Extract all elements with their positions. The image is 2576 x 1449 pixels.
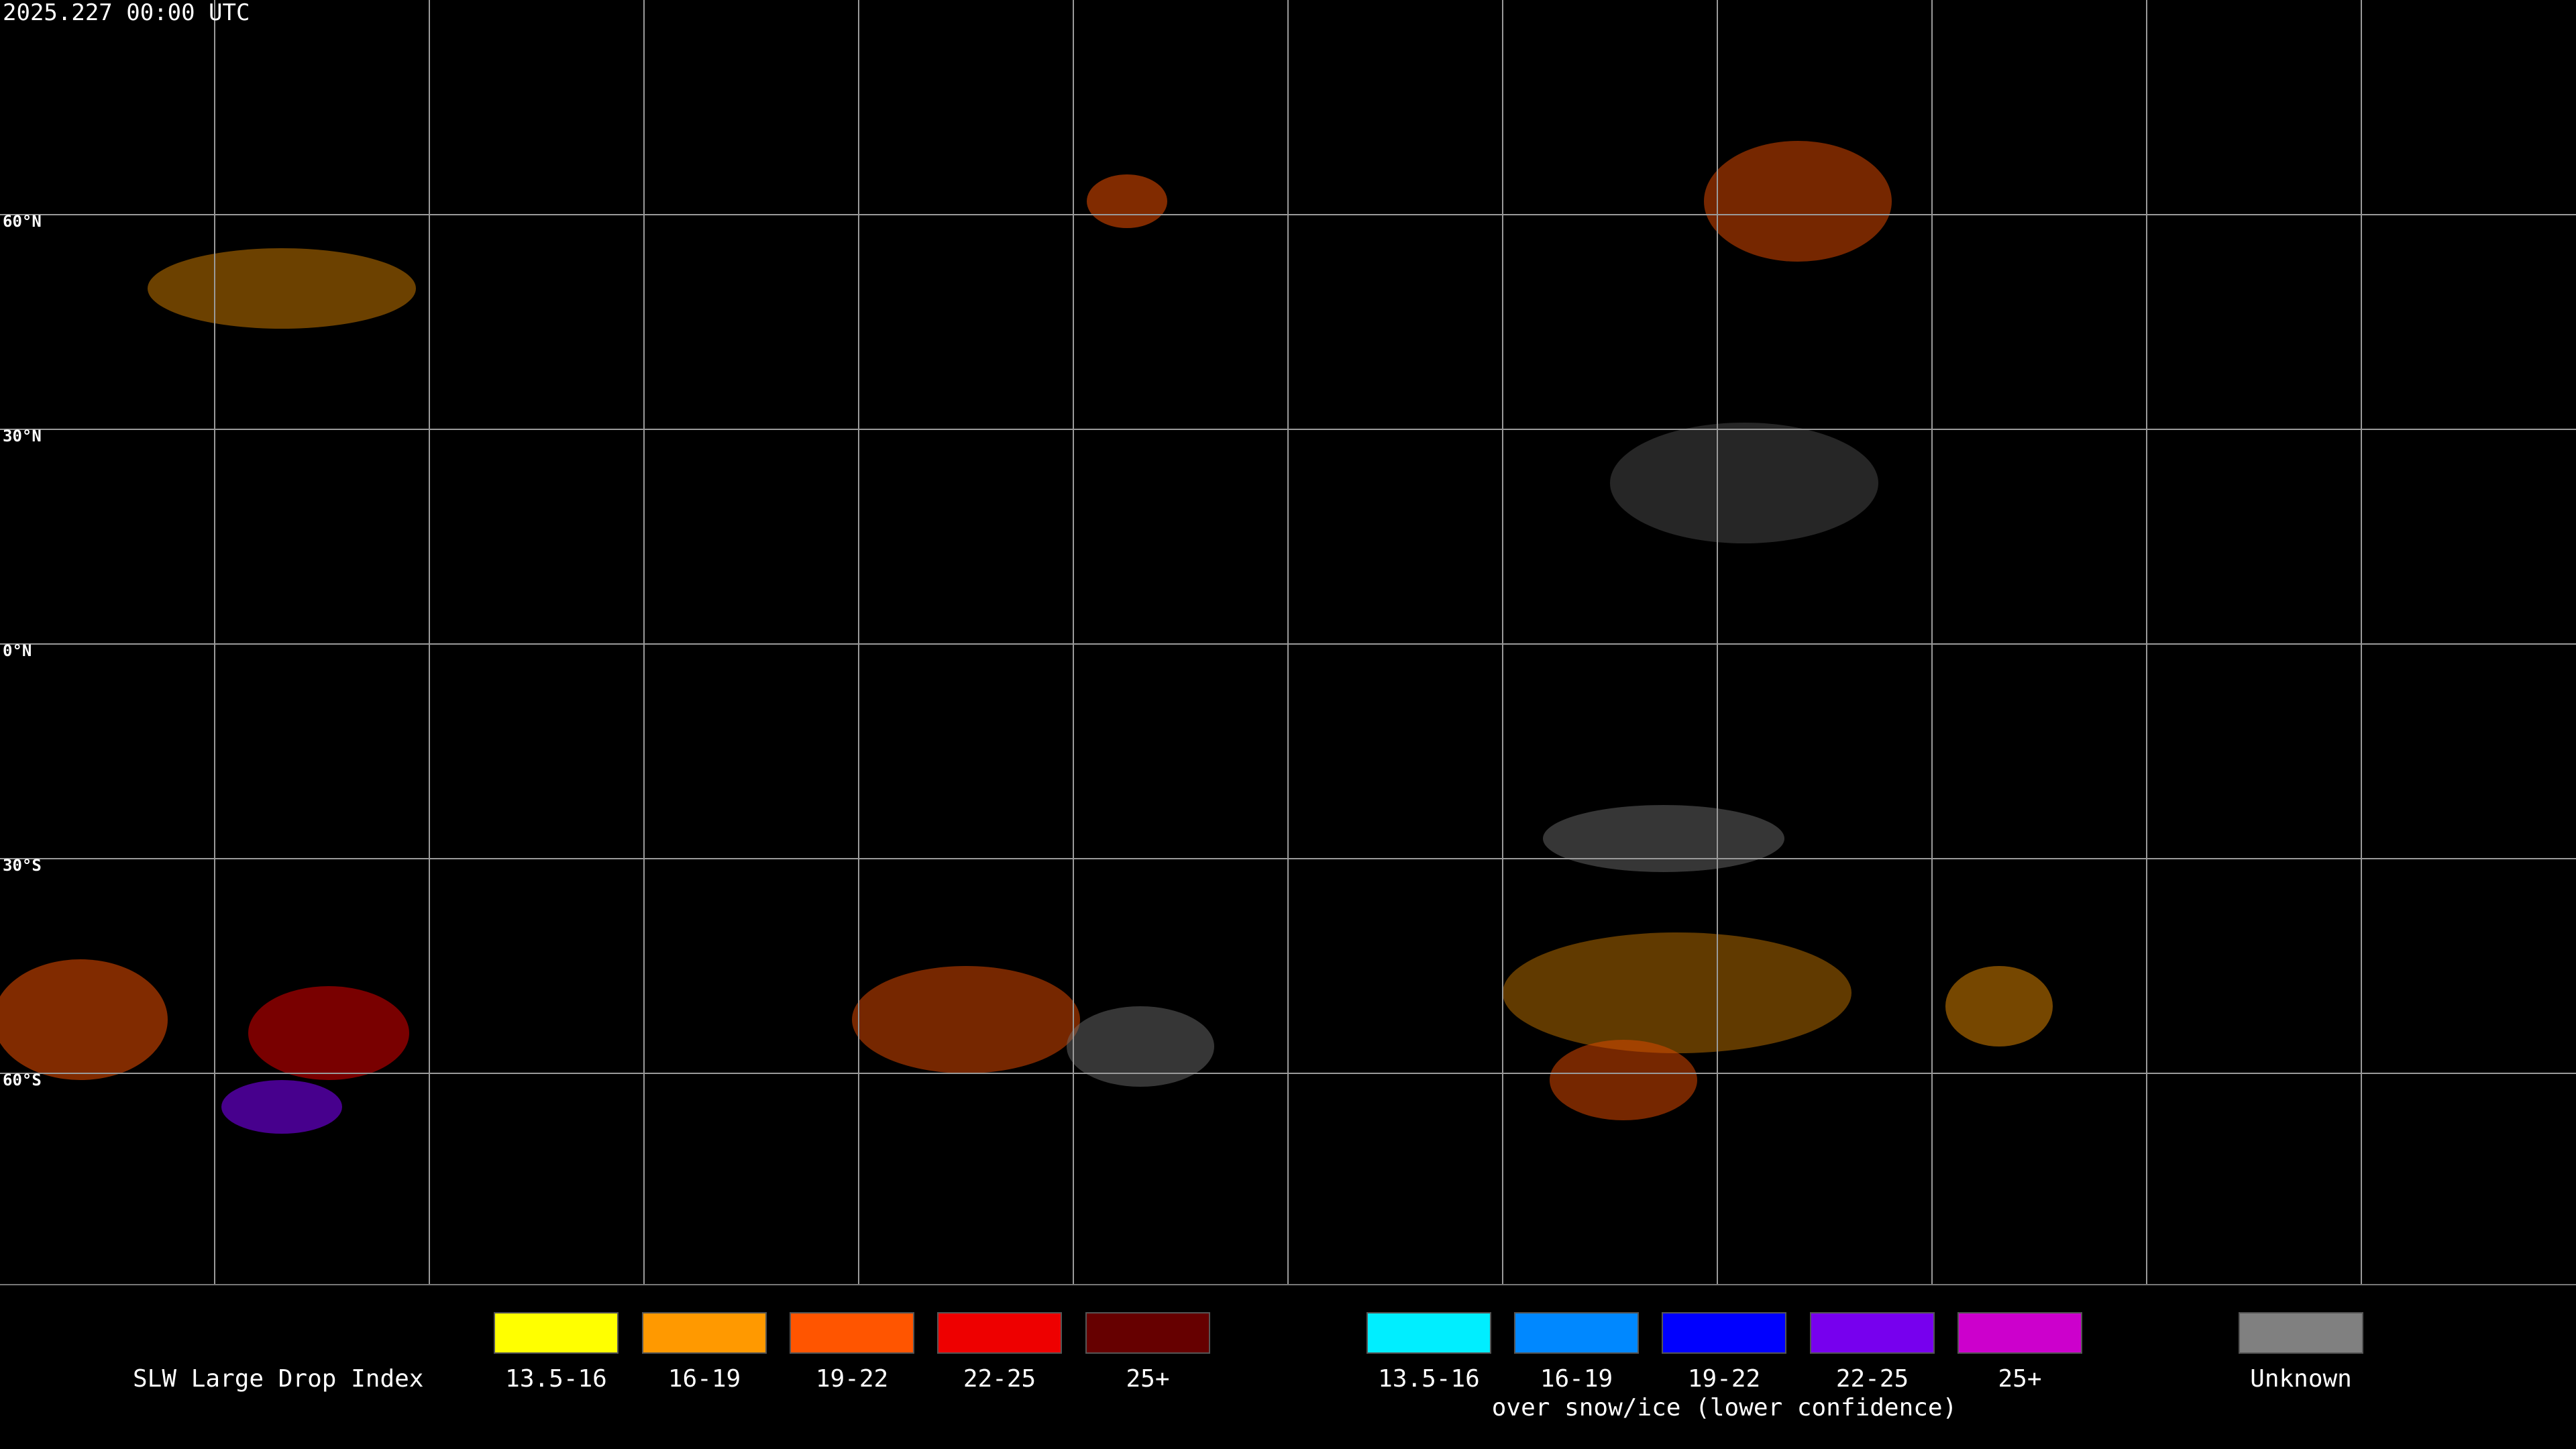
timestamp: 2025.227 00:00 UTC <box>3 0 250 26</box>
legend-label: 13.5-16 <box>505 1365 607 1393</box>
legend-caption: over snow/ice (lower confidence) <box>1492 1394 1957 1421</box>
legend-swatch <box>642 1312 767 1354</box>
legend-label: 25+ <box>1998 1365 2041 1393</box>
legend-swatch <box>1366 1312 1491 1354</box>
legend-swatch <box>1810 1312 1935 1354</box>
latitude-label: 60°S <box>3 1071 42 1089</box>
legend-swatch <box>937 1312 1062 1354</box>
latitude-label: 0°N <box>3 641 32 660</box>
map-area: 60°N 30°N 0°N 30°S 60°S <box>0 0 2576 1285</box>
legend: SLW Large Drop Index 13.5-16 16-19 19-22 22-… <box>133 1312 2363 1421</box>
legend-label: 19-22 <box>1688 1365 1760 1393</box>
legend-title: SLW Large Drop Index <box>133 1365 423 1393</box>
legend-swatch <box>1662 1312 1786 1354</box>
legend-swatch <box>790 1312 914 1354</box>
legend-swatch <box>2239 1312 2363 1354</box>
legend-label: Unknown <box>2250 1365 2352 1393</box>
legend-swatch <box>494 1312 619 1354</box>
legend-label: 19-22 <box>816 1365 888 1393</box>
legend-swatch <box>1957 1312 2082 1354</box>
cloud-patches <box>0 141 2053 1134</box>
legend-label: 16-19 <box>668 1365 741 1393</box>
graticule: 60°N 30°N 0°N 30°S 60°S <box>0 0 2576 1285</box>
latitude-label: 60°N <box>3 212 42 231</box>
latitude-label: 30°S <box>3 856 42 875</box>
legend-swatch <box>1085 1312 1210 1354</box>
legend-label: 25+ <box>1126 1365 1169 1393</box>
legend-label: 22-25 <box>1836 1365 1909 1393</box>
legend-label: 22-25 <box>963 1365 1036 1393</box>
legend-swatch <box>1514 1312 1639 1354</box>
latitude-label: 30°N <box>3 427 42 445</box>
legend-label: 13.5-16 <box>1378 1365 1480 1393</box>
legend-label: 16-19 <box>1540 1365 1613 1393</box>
